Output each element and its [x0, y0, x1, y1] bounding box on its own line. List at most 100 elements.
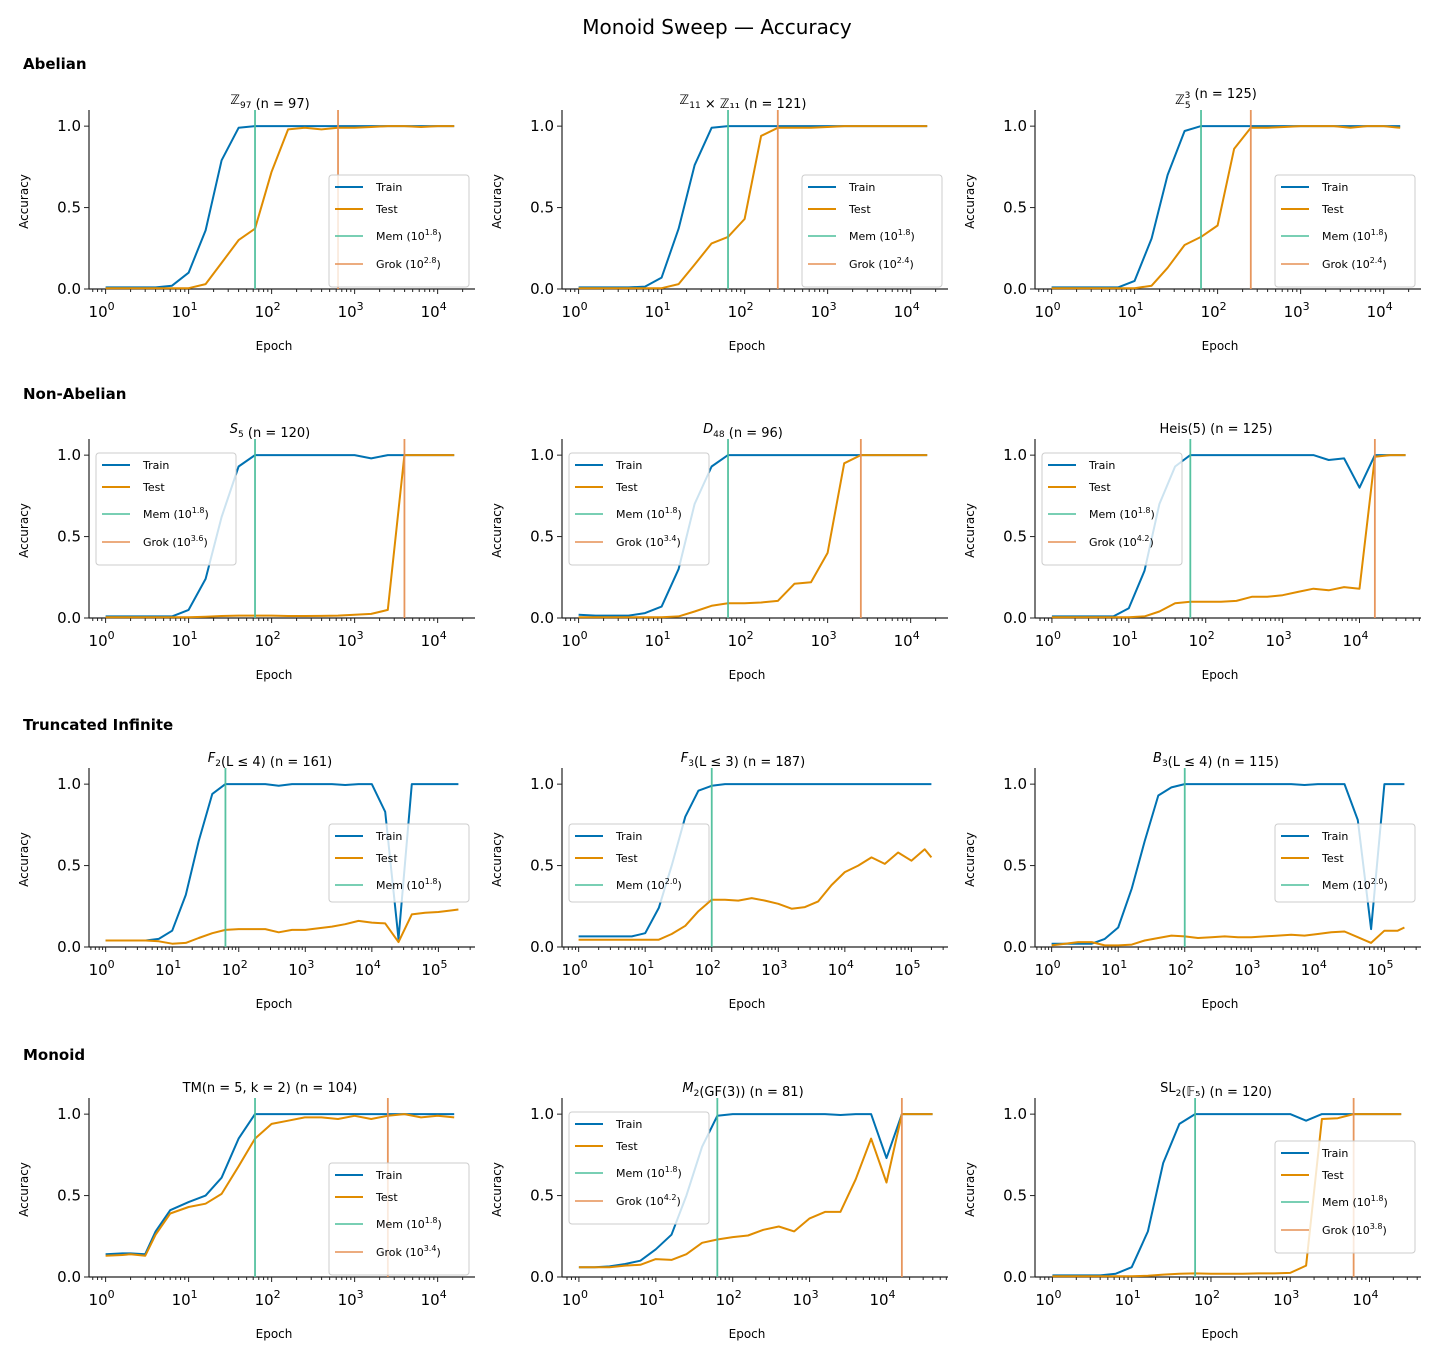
legend-label: Train — [1321, 1147, 1348, 1160]
legend: Train Test Mem (102.0) — [568, 823, 710, 903]
x-tick-label: 104 — [1301, 958, 1327, 979]
legend-label: Train — [1321, 181, 1348, 194]
x-tick-label: 100 — [562, 1288, 588, 1309]
x-axis-label: Epoch — [729, 1327, 766, 1341]
x-tick-label: 101 — [1112, 629, 1138, 650]
panel-9: TM(n = 5, k = 2) (n = 104) 0.0 0.5 1.0 100 10… — [17, 1081, 475, 1341]
x-tick-label: 104 — [355, 958, 381, 979]
x-axis-label: Epoch — [729, 668, 766, 682]
legend: Train Test Mem (101.8) Grok (104.2) — [568, 1111, 710, 1225]
y-tick-label: 1.0 — [530, 117, 554, 135]
y-tick-label: 0.0 — [1003, 280, 1027, 298]
legend-label: Test — [1321, 852, 1344, 865]
y-tick-label: 0.0 — [530, 938, 554, 956]
series-line-test — [578, 1113, 933, 1269]
legend-label: Train — [1088, 459, 1115, 472]
x-tick-label: 104 — [894, 629, 920, 650]
legend-label: Test — [1321, 203, 1344, 216]
y-tick-label: 0.5 — [530, 199, 554, 217]
x-tick-label: 102 — [255, 1288, 281, 1309]
x-tick-label: 101 — [155, 958, 181, 979]
section-label: Abelian — [23, 55, 87, 73]
x-tick-label: 104 — [828, 958, 854, 979]
y-tick-label: 0.5 — [57, 857, 81, 875]
series-line-test — [105, 908, 459, 945]
legend: Train Test Mem (101.8) Grok (103.4) — [328, 1162, 470, 1276]
legend-label: Mem (101.8) — [1322, 1194, 1388, 1209]
series-line-train — [578, 1113, 933, 1269]
legend-label: Test — [615, 481, 638, 494]
x-tick-label: 104 — [1367, 300, 1393, 321]
x-tick-label: 100 — [89, 1288, 115, 1309]
panel-5: Heis(5) (n = 125) 0.0 0.5 1.0 100 101 102 103 10… — [963, 422, 1421, 682]
y-axis-label: Accuracy — [490, 503, 504, 558]
y-tick-label: 0.0 — [57, 609, 81, 627]
legend-label: Mem (101.8) — [376, 877, 442, 892]
panel-7: F3(L ≤ 3) (n = 187) 0.0 0.5 1.0 100 101 102 103… — [490, 751, 948, 1011]
panel-title: F3(L ≤ 3) (n = 187) — [681, 751, 806, 770]
legend-label: Mem (101.8) — [1089, 506, 1155, 521]
x-tick-label: 104 — [1352, 1288, 1378, 1309]
legend-label: Test — [615, 1140, 638, 1153]
series-line-test — [105, 454, 455, 619]
y-tick-label: 1.0 — [530, 446, 554, 464]
x-tick-label: 100 — [89, 300, 115, 321]
legend-label: Train — [375, 830, 402, 843]
y-axis-label: Accuracy — [490, 1162, 504, 1217]
series-line-train — [578, 783, 932, 938]
x-tick-label: 103 — [761, 958, 787, 979]
y-tick-label: 0.5 — [57, 528, 81, 546]
panel-2: ℤ53 (n = 125) 0.0 0.5 1.0 100 101 102 103 104 Epo… — [963, 87, 1421, 353]
y-tick-label: 1.0 — [1003, 446, 1027, 464]
x-tick-label: 101 — [645, 300, 671, 321]
x-tick-label: 103 — [1273, 1288, 1299, 1309]
legend-label: Grok (104.2) — [616, 1193, 681, 1208]
legend-frame — [801, 174, 943, 288]
legend-label: Mem (101.8) — [1322, 228, 1388, 243]
x-axis-label: Epoch — [729, 997, 766, 1011]
series-line-train — [1052, 1113, 1402, 1277]
legend: Train Test Mem (101.8) Grok (103.6) — [95, 452, 237, 566]
y-axis-label: Accuracy — [963, 503, 977, 558]
x-tick-label: 101 — [1118, 300, 1144, 321]
y-axis-label: Accuracy — [17, 832, 31, 887]
x-tick-label: 101 — [645, 629, 671, 650]
section-label: Monoid — [23, 1046, 85, 1064]
y-tick-label: 0.0 — [530, 609, 554, 627]
y-axis-label: Accuracy — [490, 832, 504, 887]
x-tick-label: 102 — [728, 629, 754, 650]
legend-label: Test — [615, 852, 638, 865]
legend-label: Train — [615, 830, 642, 843]
y-tick-label: 0.5 — [1003, 528, 1027, 546]
x-tick-label: 101 — [1115, 1288, 1141, 1309]
y-tick-label: 1.0 — [57, 117, 81, 135]
legend-label: Test — [375, 1191, 398, 1204]
x-tick-label: 103 — [811, 300, 837, 321]
y-axis-label: Accuracy — [490, 174, 504, 229]
legend-frame — [328, 823, 470, 903]
panel-0: ℤ97 (n = 97) 0.0 0.5 1.0 100 101 102 103 104 Epoc… — [17, 93, 475, 353]
legend-label: Grok (103.4) — [616, 534, 681, 549]
legend-label: Grok (103.6) — [143, 534, 208, 549]
legend-frame — [1274, 823, 1416, 903]
x-tick-label: 103 — [811, 629, 837, 650]
x-tick-label: 104 — [421, 300, 447, 321]
legend-label: Grok (102.4) — [849, 256, 914, 271]
legend-label: Mem (101.8) — [376, 1216, 442, 1231]
x-tick-label: 103 — [338, 1288, 364, 1309]
x-tick-label: 102 — [728, 300, 754, 321]
panel-title: S5 (n = 120) — [230, 422, 311, 441]
x-axis-label: Epoch — [256, 339, 293, 353]
legend-label: Train — [375, 1169, 402, 1182]
x-tick-label: 102 — [255, 300, 281, 321]
x-tick-label: 105 — [421, 958, 447, 979]
y-axis-label: Accuracy — [963, 832, 977, 887]
legend-label: Grok (102.4) — [1322, 256, 1387, 271]
x-tick-label: 103 — [1234, 958, 1260, 979]
x-tick-label: 102 — [222, 958, 248, 979]
y-tick-label: 0.0 — [530, 1268, 554, 1286]
x-tick-label: 102 — [1189, 629, 1215, 650]
legend: Train Test Mem (101.8) Grok (103.8) — [1274, 1140, 1416, 1254]
legend-frame — [328, 174, 470, 288]
